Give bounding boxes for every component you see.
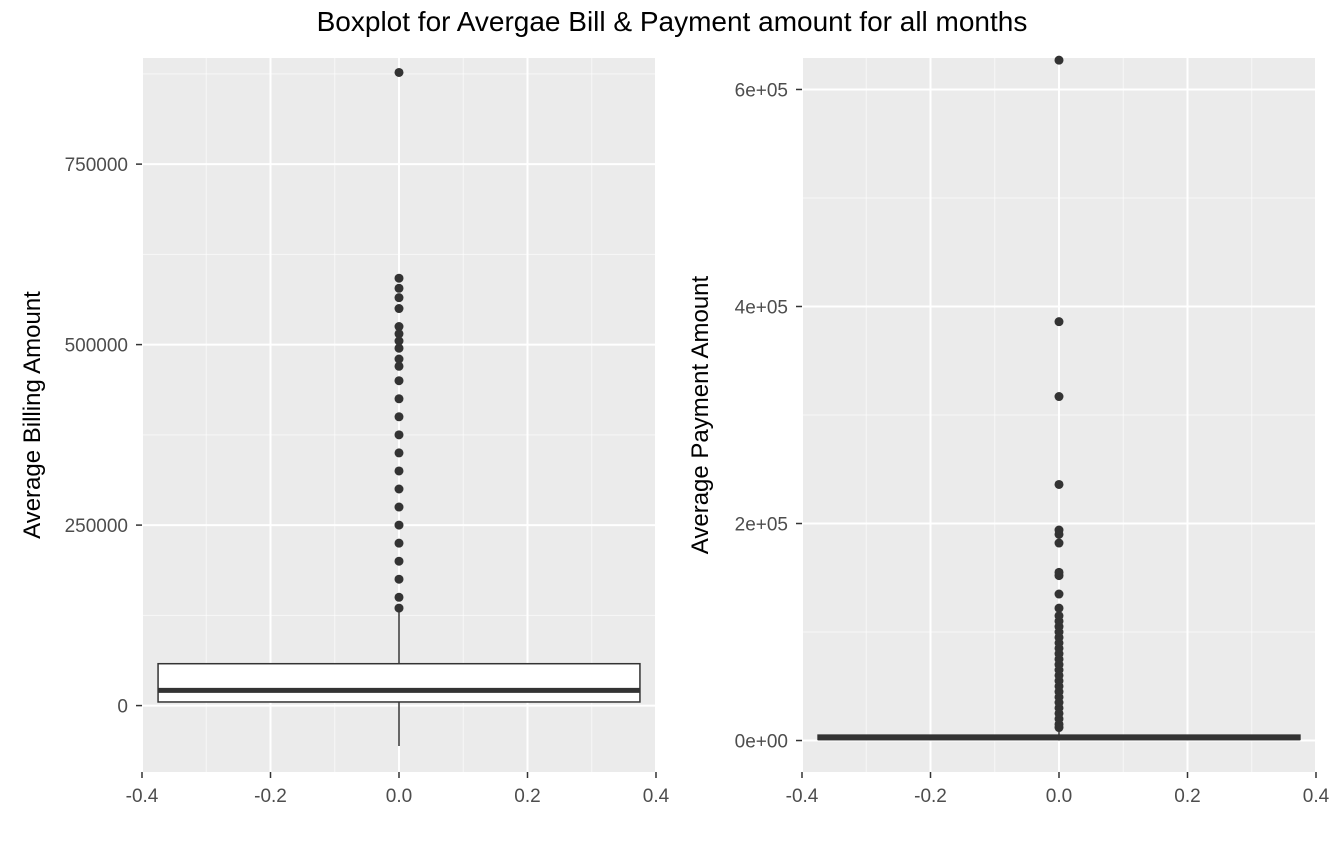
outlier-point [1054, 538, 1064, 548]
x-tick-label: -0.2 [254, 786, 287, 807]
outlier-point [394, 336, 404, 346]
outlier-point [394, 466, 404, 476]
y-tick-label: 500000 [65, 336, 128, 357]
x-tick-label: -0.4 [786, 786, 819, 807]
outlier-point [394, 574, 404, 584]
outlier-point [1054, 567, 1064, 577]
outlier-point [394, 603, 404, 613]
outlier-point [394, 538, 404, 548]
y-axis-title: Average Billing Amount [19, 291, 46, 539]
x-tick-label: 0.2 [514, 786, 540, 807]
outlier-point [394, 322, 404, 332]
outlier-point [394, 273, 404, 283]
outlier-point [394, 361, 404, 371]
y-tick-label: 6e+05 [735, 80, 788, 101]
billing-boxplot-panel: -0.4 -0.2 0.0 0.2 0.4 0 250000 500000 750000 Aver… [19, 58, 670, 807]
y-tick-label: 0 [117, 697, 128, 718]
x-tick-label: 0.0 [1046, 786, 1072, 807]
outlier-point [1054, 479, 1064, 489]
y-tick-label: 2e+05 [735, 515, 788, 536]
outlier-point [394, 354, 404, 364]
outlier-point [394, 304, 404, 314]
y-axis-title: Average Payment Amount [687, 275, 714, 554]
outlier-point [394, 448, 404, 458]
outlier-point [1054, 611, 1064, 621]
x-tick-label: 0.4 [643, 786, 670, 807]
y-tick-label: 750000 [65, 155, 128, 176]
outlier-point [1054, 55, 1064, 65]
box-iqr [157, 662, 641, 703]
payment-boxplot-panel: -0.4 -0.2 0.0 0.2 0.4 0e+00 2e+05 4e+05 6e+05 Ave… [687, 55, 1330, 807]
x-tick-label: -0.2 [914, 786, 947, 807]
outlier-point [394, 430, 404, 440]
y-tick-label: 250000 [65, 516, 128, 537]
outlier-point [394, 283, 404, 293]
outlier-point [394, 67, 404, 77]
y-tick-label: 0e+00 [735, 732, 788, 753]
x-tick-label: -0.4 [126, 786, 159, 807]
x-tick-label: 0.2 [1174, 786, 1200, 807]
outlier-point [394, 394, 404, 404]
outlier-point [394, 293, 404, 303]
x-tick-label: 0.0 [386, 786, 412, 807]
outlier-point [1054, 392, 1064, 402]
outlier-point [394, 502, 404, 512]
outlier-point [394, 556, 404, 566]
outlier-point [394, 329, 404, 339]
outlier-point [394, 520, 404, 530]
outlier-point [394, 592, 404, 602]
outlier-point [394, 484, 404, 494]
outlier-point [1054, 317, 1064, 327]
outlier-point [394, 376, 404, 386]
outlier-point [1054, 589, 1064, 599]
x-tick-label: 0.4 [1303, 786, 1330, 807]
outlier-point [394, 343, 404, 353]
chart-title: Boxplot for Avergae Bill & Payment amoun… [316, 6, 1028, 37]
y-tick-label: 4e+05 [735, 297, 788, 318]
outlier-point [1054, 525, 1064, 535]
outlier-point [1054, 603, 1064, 613]
outlier-point [394, 412, 404, 422]
